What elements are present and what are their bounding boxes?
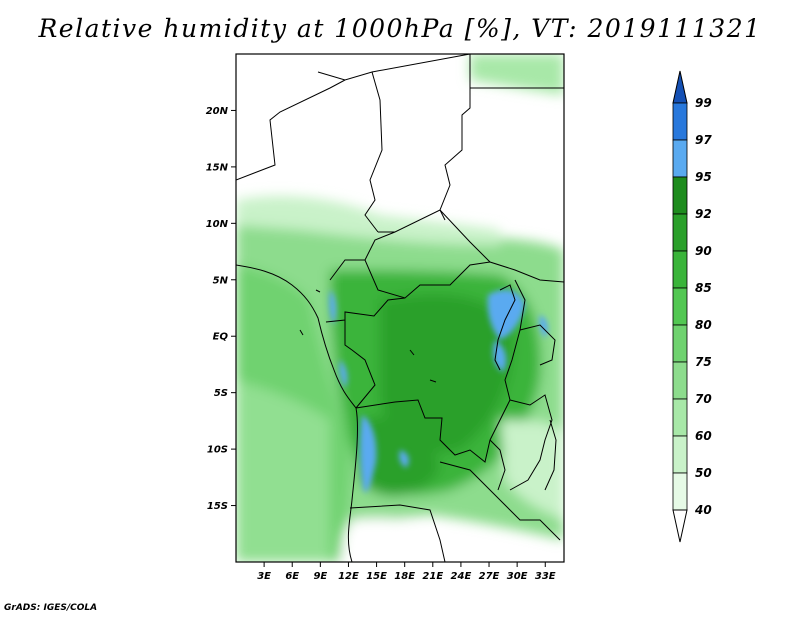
map-frame bbox=[235, 53, 565, 563]
lat-tick-label: 10S bbox=[207, 445, 228, 456]
lat-tick-label: 10N bbox=[206, 219, 229, 230]
lon-tick-label: 21E bbox=[422, 571, 443, 582]
lat-tick-label: EQ bbox=[213, 332, 229, 343]
colorbar-level-label: 95 bbox=[695, 170, 712, 184]
lat-tick-label: 5S bbox=[214, 388, 228, 399]
lat-tick-label: 20N bbox=[206, 106, 229, 117]
lat-tick-label: 15N bbox=[206, 162, 229, 173]
colorbar-min-triangle bbox=[672, 509, 688, 543]
lat-tick-label: 5N bbox=[213, 275, 229, 286]
lon-tick-label: 3E bbox=[257, 571, 271, 582]
colorbar-level-label: 90 bbox=[695, 244, 712, 258]
lon-tick-label: 24E bbox=[451, 571, 472, 582]
lon-tick-label: 15E bbox=[366, 571, 387, 582]
lon-tick-label: 12E bbox=[338, 571, 359, 582]
colorbar-level-label: 50 bbox=[695, 466, 712, 480]
lon-tick-label: 30E bbox=[507, 571, 528, 582]
latitude-axis: 20N 15N 10N 5N EQ 5S 10S 15S bbox=[206, 106, 236, 512]
grads-credit: GrADS: IGES/COLA bbox=[4, 603, 98, 613]
lon-tick-label: 33E bbox=[535, 571, 556, 582]
colorbar-segment bbox=[672, 472, 688, 511]
lat-tick-label: 15S bbox=[207, 501, 228, 512]
colorbar-level-label: 60 bbox=[695, 429, 712, 443]
colorbar-segment bbox=[672, 324, 688, 363]
colorbar-level-label: 40 bbox=[694, 503, 712, 517]
colorbar-level-label: 80 bbox=[695, 318, 712, 332]
colorbar-level-label: 75 bbox=[695, 355, 712, 369]
colorbar-segment bbox=[672, 398, 688, 437]
lon-tick-label: 18E bbox=[394, 571, 415, 582]
colorbar-segment bbox=[672, 139, 688, 178]
colorbar-segment bbox=[672, 435, 688, 474]
colorbar-level-label: 85 bbox=[695, 281, 712, 295]
colorbar-segment bbox=[672, 102, 688, 141]
longitude-axis: 3E 6E 9E 12E 15E 18E 21E 24E 27E 30E 33E bbox=[257, 562, 556, 582]
lon-tick-label: 6E bbox=[285, 571, 299, 582]
lon-tick-label: 27E bbox=[479, 571, 500, 582]
country-borders bbox=[236, 54, 564, 562]
colorbar-segment bbox=[672, 250, 688, 289]
humidity-field bbox=[236, 54, 564, 562]
page-title: Relative humidity at 1000hPa [%], VT: 20… bbox=[38, 14, 762, 43]
colorbar-level-label: 99 bbox=[695, 96, 712, 110]
colorbar-segment bbox=[672, 213, 688, 252]
colorbar-level-label: 97 bbox=[695, 133, 712, 147]
colorbar-level-label: 70 bbox=[695, 392, 712, 406]
colorbar-segment bbox=[672, 361, 688, 400]
colorbar-max-triangle bbox=[672, 70, 688, 104]
colorbar-segment bbox=[672, 287, 688, 326]
colorbar-level-label: 92 bbox=[695, 207, 712, 221]
colorbar-segment bbox=[672, 176, 688, 215]
colorbar-legend: 40 50 60 70 75 80 85 90 92 95 97 99 bbox=[672, 70, 712, 543]
lon-tick-label: 9E bbox=[313, 571, 327, 582]
